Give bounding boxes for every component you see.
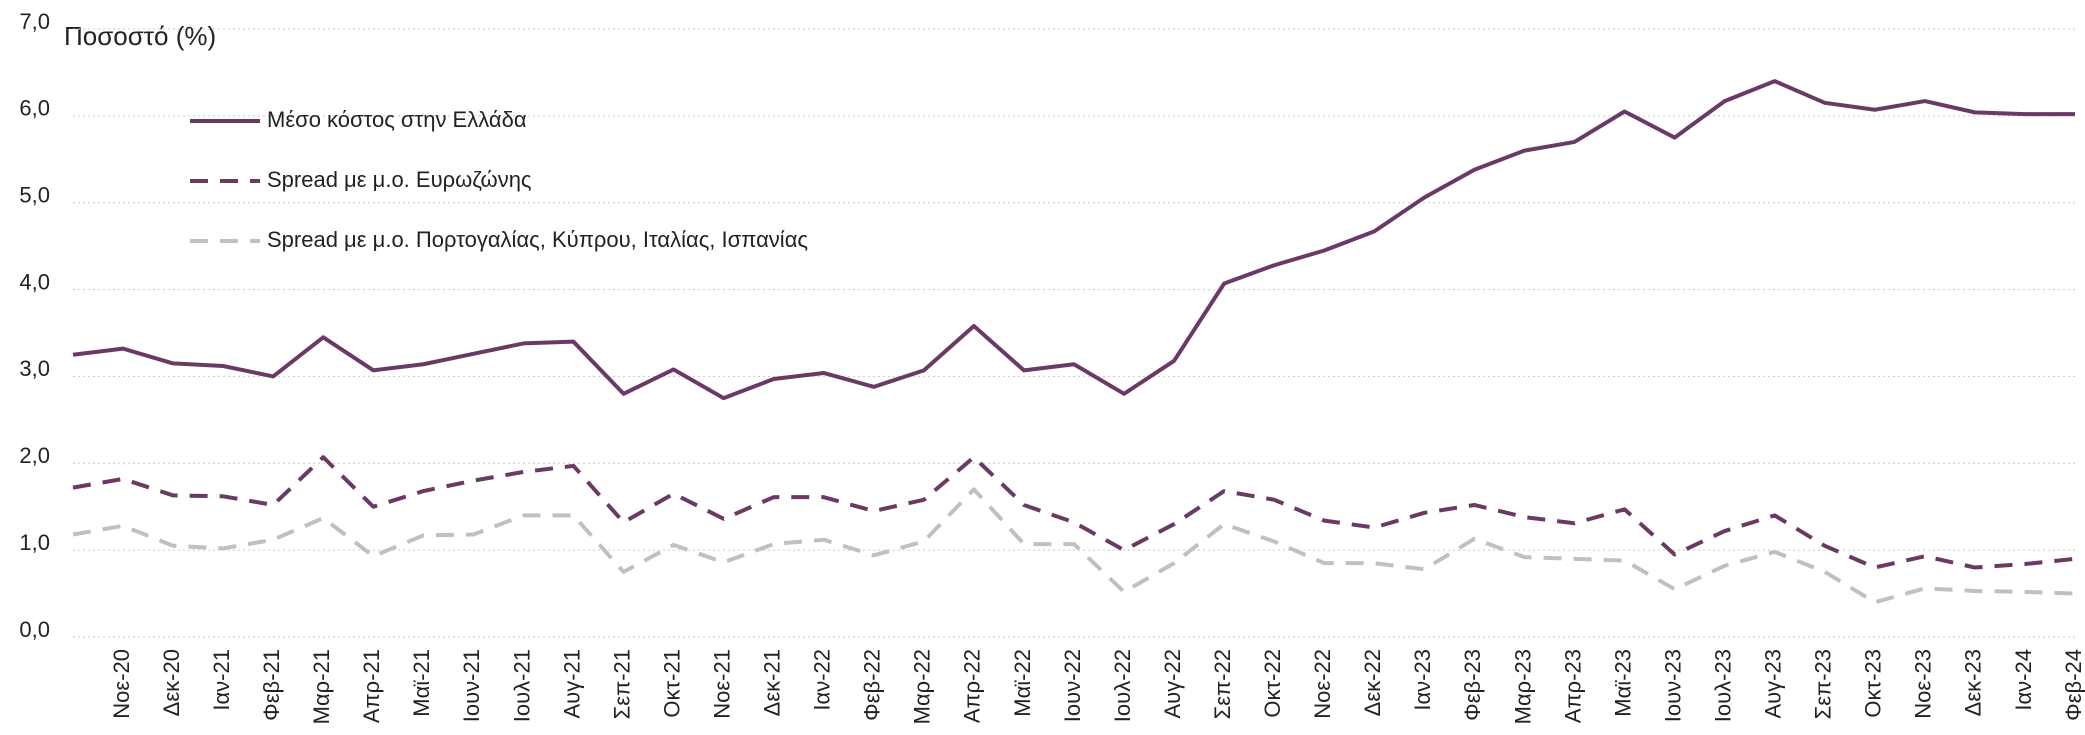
x-tick-label: Δεκ-22 <box>1360 649 1385 716</box>
x-tick-label: Ιαν-21 <box>209 649 234 711</box>
x-tick-label: Ιαν-24 <box>2011 649 2036 711</box>
x-tick-label: Απρ-22 <box>960 649 985 723</box>
legend-label: Spread με μ.ο. Πορτογαλίας, Κύπρου, Ιταλ… <box>267 227 808 252</box>
x-tick-label: Οκτ-21 <box>659 649 684 718</box>
x-tick-label: Αυγ-23 <box>1761 649 1786 719</box>
x-tick-label: Ιουλ-21 <box>509 649 534 722</box>
x-tick-label: Νοε-20 <box>109 649 134 719</box>
x-tick-label: Σεπ-23 <box>1811 649 1836 719</box>
y-tick-label: 4,0 <box>19 269 50 294</box>
y-tick-label: 2,0 <box>19 443 50 468</box>
x-tick-label: Σεπ-22 <box>1210 649 1235 719</box>
x-tick-label: Νοε-22 <box>1310 649 1335 719</box>
x-tick-label: Δεκ-21 <box>760 649 785 716</box>
x-tick-label: Ιουλ-22 <box>1110 649 1135 722</box>
x-tick-label: Μαϊ-21 <box>409 649 434 717</box>
x-tick-label: Απρ-23 <box>1560 649 1585 723</box>
x-tick-label: Σεπ-21 <box>609 649 634 719</box>
x-tick-label: Οκτ-23 <box>1861 649 1886 718</box>
x-tick-label: Δεκ-20 <box>159 649 184 716</box>
x-tick-label: Μαρ-23 <box>1510 649 1535 724</box>
legend-label: Spread με μ.ο. Ευρωζώνης <box>267 167 532 192</box>
y-tick-label: 7,0 <box>19 9 50 34</box>
x-tick-label: Αυγ-21 <box>559 649 584 719</box>
x-tick-label: Φεβ-23 <box>1460 649 1485 721</box>
x-tick-label: Οκτ-22 <box>1260 649 1285 718</box>
x-tick-label: Ιαν-23 <box>1410 649 1435 711</box>
y-tick-label: 6,0 <box>19 96 50 121</box>
x-tick-label: Αυγ-22 <box>1160 649 1185 719</box>
x-tick-label: Ιουν-22 <box>1060 649 1085 722</box>
x-tick-label: Ιουν-23 <box>1660 649 1685 722</box>
y-tick-label: 0,0 <box>19 617 50 642</box>
y-tick-label: 3,0 <box>19 356 50 381</box>
x-tick-label: Δεκ-23 <box>1961 649 1986 716</box>
x-tick-label: Ιουν-21 <box>459 649 484 722</box>
y-tick-label: 1,0 <box>19 530 50 555</box>
x-tick-label: Μαϊ-22 <box>1010 649 1035 717</box>
x-tick-label: Μαϊ-23 <box>1610 649 1635 717</box>
x-tick-label: Ιαν-22 <box>810 649 835 711</box>
y-tick-label: 5,0 <box>19 183 50 208</box>
series-line <box>72 79 2075 401</box>
legend-label: Μέσο κόστος στην Ελλάδα <box>267 107 527 132</box>
x-tick-label: Ιουλ-23 <box>1710 649 1735 722</box>
y-axis-label: Ποσοστό (%) <box>64 21 216 51</box>
x-tick-label: Μαρ-21 <box>309 649 334 724</box>
x-tick-label: Φεβ-22 <box>860 649 885 721</box>
x-tick-label: Φεβ-21 <box>259 649 284 721</box>
x-tick-label: Νοε-23 <box>1911 649 1936 719</box>
x-tick-label: Απρ-21 <box>359 649 384 723</box>
x-tick-label: Νοε-21 <box>709 649 734 719</box>
x-tick-label: Μαρ-22 <box>910 649 935 724</box>
series-line <box>72 487 2076 605</box>
x-tick-label: Φεβ-24 <box>2061 649 2085 721</box>
